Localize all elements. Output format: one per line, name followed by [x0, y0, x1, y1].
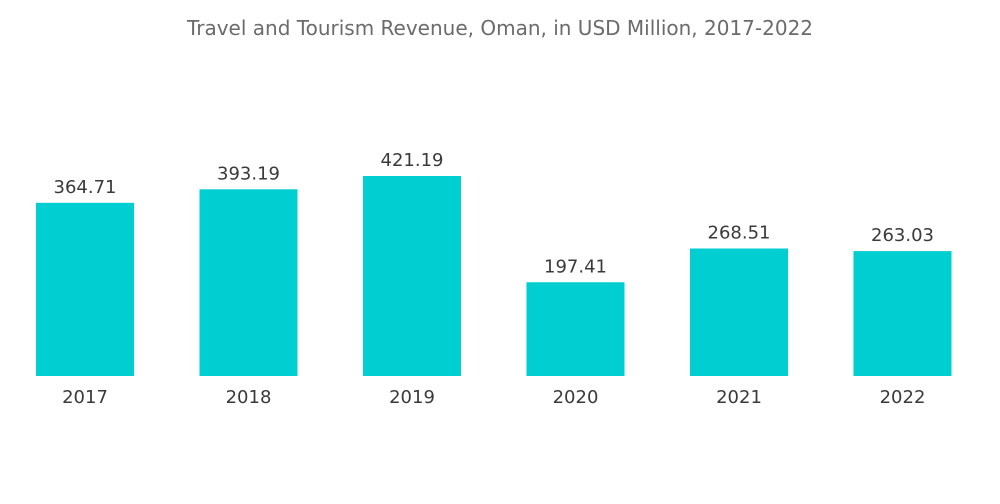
- chart-title: Travel and Tourism Revenue, Oman, in USD…: [186, 16, 814, 40]
- x-tick-label-2020: 2020: [553, 387, 599, 408]
- bar-2018: [199, 189, 298, 376]
- bar-2022: [853, 251, 952, 376]
- bar-2021: [690, 248, 788, 376]
- bar-2020: [526, 282, 625, 376]
- bar-2017: [36, 202, 134, 376]
- bar-2019: [363, 176, 461, 376]
- x-tick-label-2018: 2018: [226, 387, 272, 408]
- value-label-2022: 263.03: [871, 225, 934, 246]
- value-label-2021: 268.51: [708, 222, 771, 243]
- value-label-2017: 364.71: [54, 177, 117, 198]
- x-tick-label-2017: 2017: [62, 387, 108, 408]
- value-label-2020: 197.41: [544, 256, 607, 277]
- x-tick-label-2021: 2021: [716, 387, 762, 408]
- value-label-2019: 421.19: [381, 150, 444, 171]
- x-tick-label-2022: 2022: [880, 387, 926, 408]
- value-label-2018: 393.19: [217, 163, 280, 184]
- x-tick-label-2019: 2019: [389, 387, 435, 408]
